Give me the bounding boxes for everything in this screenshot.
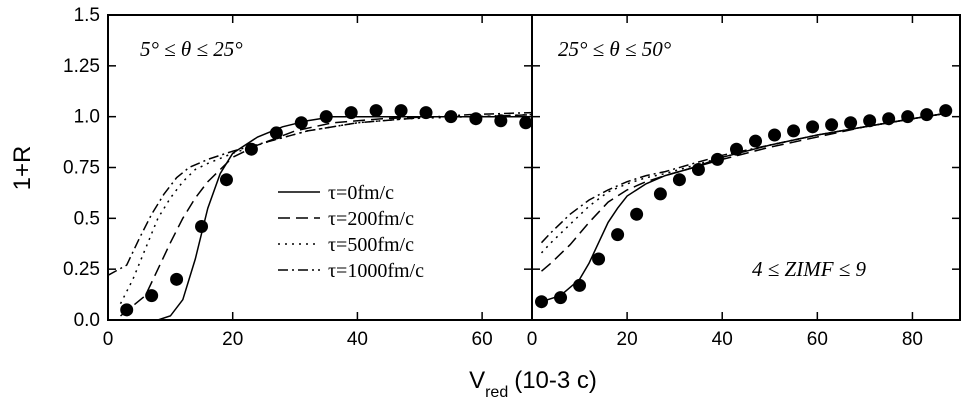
x-tick-label: 20 bbox=[617, 329, 638, 350]
data-point bbox=[787, 124, 801, 138]
data-point bbox=[863, 114, 877, 128]
x-axis-label-units: (10-3 c) bbox=[514, 367, 597, 394]
data-point bbox=[592, 252, 606, 266]
data-point bbox=[729, 142, 743, 156]
data-point bbox=[219, 173, 233, 187]
x-axis-label-subscript: red bbox=[485, 384, 508, 401]
x-tick-label: 0 bbox=[527, 329, 538, 350]
y-tick-label: 1.25 bbox=[63, 56, 100, 77]
legend-label-tau-1000: τ=1000fm/c bbox=[328, 260, 424, 282]
data-point bbox=[630, 207, 644, 221]
y-tick-label: 1.5 bbox=[74, 5, 100, 26]
data-point bbox=[294, 116, 308, 130]
series-line-dotted bbox=[119, 113, 533, 305]
series-line-dashed bbox=[120, 113, 533, 317]
data-point bbox=[344, 106, 358, 120]
data-point bbox=[469, 112, 483, 126]
series-line-dashdot bbox=[107, 111, 533, 276]
x-tick-label: 40 bbox=[347, 329, 368, 350]
y-tick-label: 0.0 bbox=[74, 310, 100, 331]
data-point bbox=[901, 110, 915, 124]
legend-label-tau-500: τ=500fm/c bbox=[328, 234, 414, 256]
data-point bbox=[494, 114, 508, 128]
data-point bbox=[170, 272, 184, 286]
right-panel-zimf-range: 4 ≤ ZIMF ≤ 9 bbox=[752, 257, 867, 281]
data-point bbox=[319, 110, 333, 124]
data-point bbox=[653, 187, 667, 201]
left-panel-angle-range: 5° ≤ θ ≤ 25° bbox=[140, 37, 243, 61]
data-point bbox=[882, 112, 896, 126]
legend-label-tau-200: τ=200fm/c bbox=[328, 208, 414, 230]
series-line-solid bbox=[541, 111, 951, 303]
data-point bbox=[519, 116, 533, 130]
x-tick-label: 60 bbox=[472, 329, 493, 350]
data-point bbox=[444, 110, 458, 124]
data-point bbox=[825, 118, 839, 132]
y-tick-label: 0.75 bbox=[63, 158, 100, 179]
y-tick-label: 1.0 bbox=[74, 107, 100, 128]
data-point bbox=[710, 152, 724, 166]
data-point bbox=[806, 120, 820, 134]
right-panel-angle-range: 25° ≤ θ ≤ 50° bbox=[558, 37, 672, 61]
x-tick-label: 80 bbox=[902, 329, 923, 350]
y-axis-label: 1+R bbox=[9, 146, 36, 191]
data-point bbox=[920, 108, 934, 122]
x-tick-label: 60 bbox=[807, 329, 828, 350]
x-tick-label: 20 bbox=[222, 329, 243, 350]
chart-marks: 0.0 0.25 0.5 0.75 1.0 1.25 1.5 0 20 40 60 0 20 40 60 80 bbox=[63, 5, 960, 350]
x-axis-label-main: V bbox=[469, 367, 485, 394]
data-point bbox=[419, 106, 433, 120]
legend: τ=0fm/c τ=200fm/c τ=500fm/c τ=1000fm/c bbox=[278, 182, 424, 282]
y-tick-label: 0.25 bbox=[63, 259, 100, 280]
data-point bbox=[611, 228, 625, 242]
data-point bbox=[844, 116, 858, 130]
data-point bbox=[369, 104, 383, 118]
data-point bbox=[691, 163, 705, 177]
x-tick-label: 40 bbox=[712, 329, 733, 350]
data-point bbox=[120, 303, 134, 317]
legend-label-tau-0: τ=0fm/c bbox=[328, 182, 394, 204]
x-axis-label: Vred (10-3 c) bbox=[469, 367, 597, 401]
data-point bbox=[749, 134, 763, 148]
data-point bbox=[195, 219, 209, 233]
data-point bbox=[145, 289, 159, 303]
data-point bbox=[573, 278, 587, 292]
data-point bbox=[244, 142, 258, 156]
data-point bbox=[672, 173, 686, 187]
x-tick-label: 0 bbox=[103, 329, 114, 350]
data-point bbox=[939, 104, 953, 118]
data-point bbox=[535, 295, 549, 309]
data-point bbox=[768, 128, 782, 142]
series-line-dotted bbox=[540, 111, 951, 254]
data-point bbox=[269, 126, 283, 140]
series-line-dashdot bbox=[540, 111, 951, 244]
data-point bbox=[394, 104, 408, 118]
y-tick-label: 0.5 bbox=[74, 208, 100, 229]
data-point bbox=[554, 291, 568, 305]
